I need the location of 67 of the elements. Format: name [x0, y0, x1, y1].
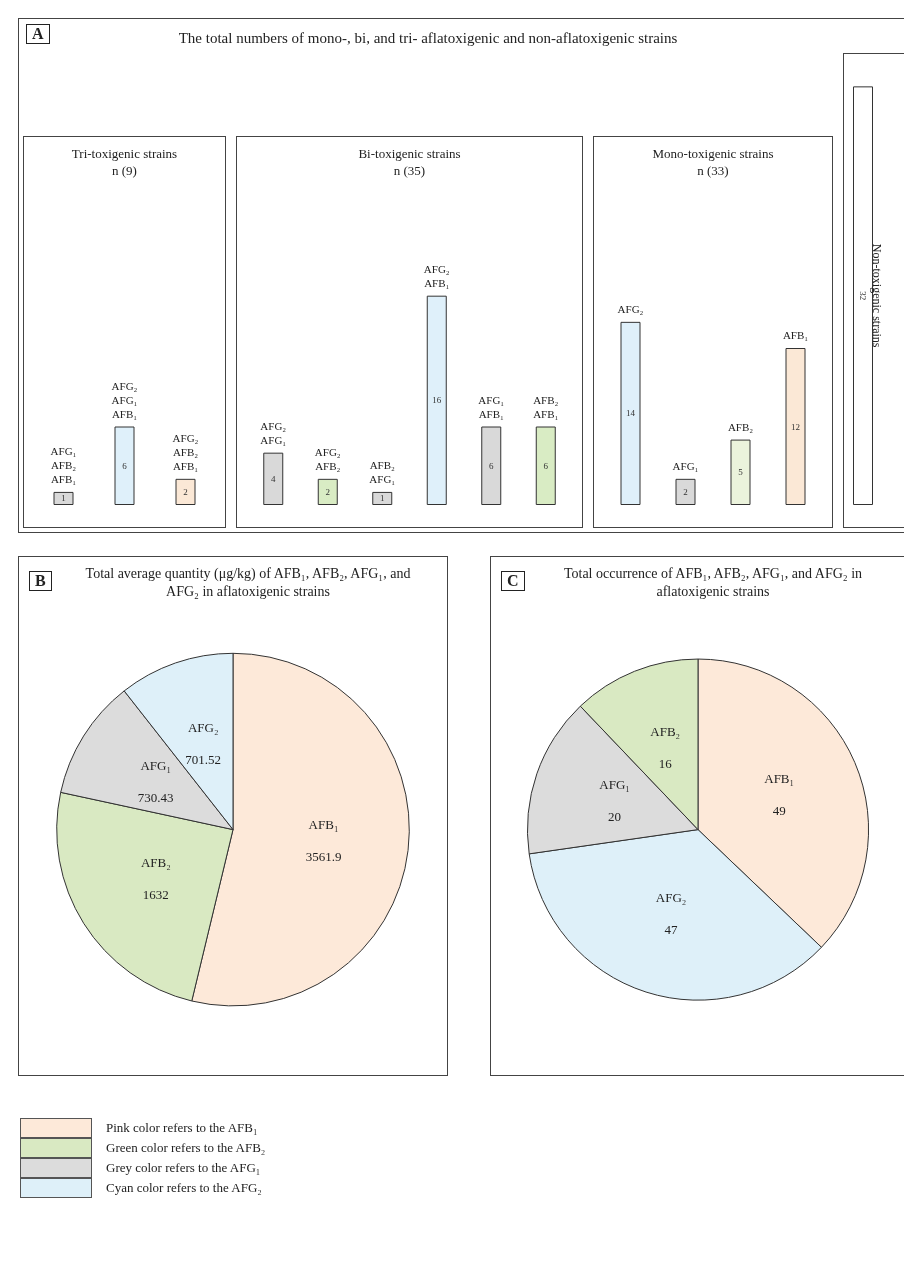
data-label: 20 — [608, 809, 622, 825]
bar — [317, 478, 338, 505]
data-label: 12 — [791, 421, 800, 432]
bar — [263, 452, 284, 505]
chart-title: Bi-toxigenic strains — [358, 146, 461, 161]
data-label: 4 — [271, 473, 276, 484]
slice-label: AFG₂ — [187, 719, 219, 735]
data-label: 1 — [380, 493, 385, 504]
bar — [372, 491, 393, 505]
data-label: 6 — [489, 460, 494, 471]
data-label: 5 — [738, 467, 744, 478]
bar — [675, 478, 696, 505]
data-label: 2 — [325, 486, 330, 497]
data-label: 47 — [664, 922, 679, 938]
slice-label: AFB₁ — [308, 816, 339, 832]
data-label: 3561.9 — [305, 848, 342, 864]
data-label: 16 — [658, 756, 673, 772]
bar — [481, 426, 502, 505]
data-label: 701.52 — [185, 751, 222, 767]
text: C — [501, 571, 525, 591]
data-label: 14 — [626, 408, 636, 419]
text: Grey color refers to the AFG₁ — [106, 1160, 261, 1176]
slice-label: AFB₁ — [764, 771, 795, 787]
bar — [426, 295, 447, 505]
chart-title: Total occurrence of AFB₁, AFB₂, AFG₁, and AFG₂ in aflatoxigenic strains — [563, 566, 863, 599]
slice-label: AFB₂ — [650, 724, 681, 740]
data-label: 49 — [772, 803, 786, 819]
data-label: 6 — [122, 460, 128, 471]
x-tick-label: Non-toxigenic strains — [870, 243, 884, 348]
bar — [620, 321, 641, 505]
x-tick-label: AFG₁ AFB₁ — [478, 393, 505, 420]
x-tick-label: AFG₂ AFB₁ — [423, 262, 450, 289]
chart-subtitle: n (9) — [112, 163, 137, 178]
chart-subtitle: n (33) — [697, 163, 729, 178]
slice-label: AFG₂ — [655, 890, 687, 906]
bar — [730, 439, 751, 505]
data-label: 16 — [432, 395, 442, 406]
data-label: 6 — [543, 460, 549, 471]
x-tick-label: AFG₁ — [672, 459, 699, 472]
chart-subtitle: n (35) — [393, 163, 426, 178]
x-tick-label: AFG₂ AFG₁ — [260, 419, 287, 446]
chart-title: Total average quantity (μg/kg) of AFB₁, AFB₂, AFG₁, and AFG₂ in aflatoxigenic strains — [85, 566, 411, 599]
slice-label: AFG₁ — [140, 757, 172, 773]
x-tick-label: AFG₁ AFB₂ AFB₁ — [50, 444, 77, 485]
x-tick-label: AFG₂ AFB₂ AFB₁ — [172, 431, 199, 472]
text: B — [29, 571, 52, 591]
x-tick-label: AFB₂ AFB₁ — [533, 393, 559, 420]
chart-title: Tri-toxigenic strains — [71, 146, 178, 161]
bar — [785, 348, 806, 505]
text: Pink color refers to the AFB₁ — [106, 1120, 258, 1136]
slice-label: AFB₂ — [140, 854, 171, 870]
x-tick-label: AFG₂ AFG₁ AFB₁ — [111, 379, 138, 420]
data-label: 2 — [183, 486, 188, 497]
data-label: 32 — [858, 291, 868, 301]
x-tick-label: AFB₂ AFG₁ — [369, 458, 396, 485]
chart-title: Mono-toxigenic strains — [652, 146, 774, 161]
text: Cyan color refers to the AFG₂ — [106, 1180, 262, 1196]
data-label: 730.43 — [137, 789, 174, 805]
text: Green color refers to the AFB₂ — [106, 1140, 266, 1156]
bar — [535, 426, 556, 505]
x-tick-label: AFG₂ AFB₂ — [314, 445, 341, 472]
data-label: 1632 — [142, 886, 169, 902]
slice-label: AFG₁ — [599, 777, 630, 793]
data-label: 2 — [683, 486, 688, 497]
text: A — [26, 24, 50, 44]
data-label: 1 — [61, 493, 66, 504]
text: The total numbers of mono-, bi, and tri- aflatoxigenic and non-aflatoxigenic strains — [178, 30, 678, 46]
